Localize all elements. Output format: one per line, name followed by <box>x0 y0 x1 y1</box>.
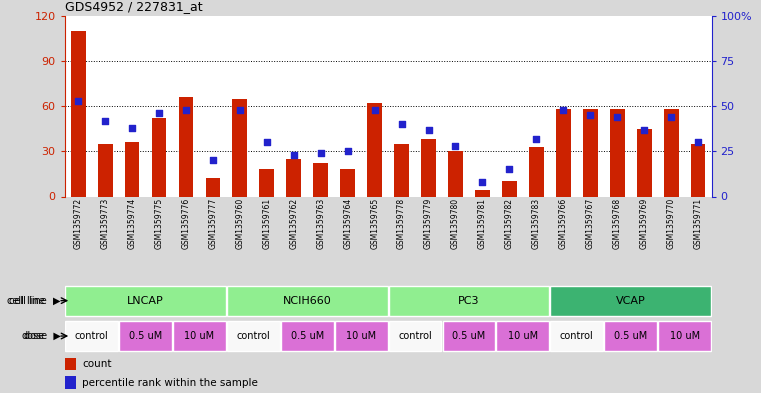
Point <box>207 157 219 163</box>
Bar <box>529 147 544 196</box>
Text: dose: dose <box>21 331 45 341</box>
Bar <box>340 169 355 196</box>
Text: count: count <box>82 359 112 369</box>
Text: VCAP: VCAP <box>616 296 645 306</box>
Bar <box>604 321 657 351</box>
Bar <box>389 321 441 351</box>
Bar <box>65 321 118 351</box>
Point <box>611 114 623 120</box>
Text: 0.5 uM: 0.5 uM <box>291 331 324 341</box>
Text: control: control <box>75 331 109 341</box>
Bar <box>502 182 517 196</box>
Text: NCIH660: NCIH660 <box>283 296 332 306</box>
Bar <box>556 109 571 196</box>
Bar <box>389 286 549 316</box>
Point <box>99 118 111 124</box>
Bar <box>179 97 193 196</box>
Text: GDS4952 / 227831_at: GDS4952 / 227831_at <box>65 0 202 13</box>
Bar <box>97 144 113 196</box>
Bar <box>610 109 625 196</box>
Bar <box>227 286 387 316</box>
Bar <box>151 118 167 196</box>
Bar <box>65 358 76 370</box>
Bar <box>205 178 221 196</box>
Bar <box>475 191 490 196</box>
Text: LNCAP: LNCAP <box>127 296 164 306</box>
Bar <box>125 142 139 196</box>
Bar <box>281 321 333 351</box>
Text: PC3: PC3 <box>458 296 479 306</box>
Point <box>314 150 326 156</box>
Bar <box>260 169 274 196</box>
Bar <box>394 144 409 196</box>
Point <box>665 114 677 120</box>
Bar <box>448 151 463 196</box>
Bar <box>583 109 597 196</box>
Text: 10 uM: 10 uM <box>184 331 215 341</box>
Bar <box>286 159 301 196</box>
Bar <box>550 286 711 316</box>
Bar <box>227 321 280 351</box>
Bar <box>658 321 711 351</box>
Point <box>261 139 273 145</box>
Bar <box>368 103 382 196</box>
Bar <box>232 99 247 196</box>
Point <box>153 110 165 116</box>
Point <box>288 152 300 158</box>
Point <box>692 139 704 145</box>
Point <box>126 125 139 131</box>
Point <box>234 107 246 113</box>
Point <box>396 121 408 127</box>
Point <box>476 179 489 185</box>
Text: 0.5 uM: 0.5 uM <box>129 331 162 341</box>
Bar <box>335 321 387 351</box>
Point <box>368 107 380 113</box>
Point <box>342 148 354 154</box>
Bar <box>314 163 328 196</box>
Point <box>180 107 192 113</box>
Point <box>557 107 569 113</box>
Bar <box>71 31 85 196</box>
Point <box>72 97 84 104</box>
Bar <box>664 109 679 196</box>
Point <box>584 112 597 118</box>
Text: percentile rank within the sample: percentile rank within the sample <box>82 378 258 388</box>
Bar <box>65 376 76 389</box>
Bar <box>173 321 226 351</box>
Bar <box>421 139 436 196</box>
Bar <box>65 286 226 316</box>
Text: control: control <box>237 331 270 341</box>
Bar <box>496 321 549 351</box>
Bar <box>550 321 603 351</box>
Text: control: control <box>398 331 432 341</box>
Text: 0.5 uM: 0.5 uM <box>614 331 648 341</box>
Bar <box>691 144 705 196</box>
Point <box>638 127 650 133</box>
Point <box>503 166 515 173</box>
Text: control: control <box>560 331 594 341</box>
Point <box>450 143 462 149</box>
Bar <box>443 321 495 351</box>
Bar <box>119 321 172 351</box>
Bar <box>637 129 651 196</box>
Text: dose  ▶: dose ▶ <box>24 331 61 341</box>
Text: cell line  ▶: cell line ▶ <box>9 296 61 306</box>
Text: cell line: cell line <box>7 296 45 306</box>
Point <box>530 136 543 142</box>
Text: 10 uM: 10 uM <box>346 331 376 341</box>
Text: 10 uM: 10 uM <box>670 331 699 341</box>
Point <box>422 127 435 133</box>
Text: 0.5 uM: 0.5 uM <box>452 331 486 341</box>
Text: 10 uM: 10 uM <box>508 331 538 341</box>
